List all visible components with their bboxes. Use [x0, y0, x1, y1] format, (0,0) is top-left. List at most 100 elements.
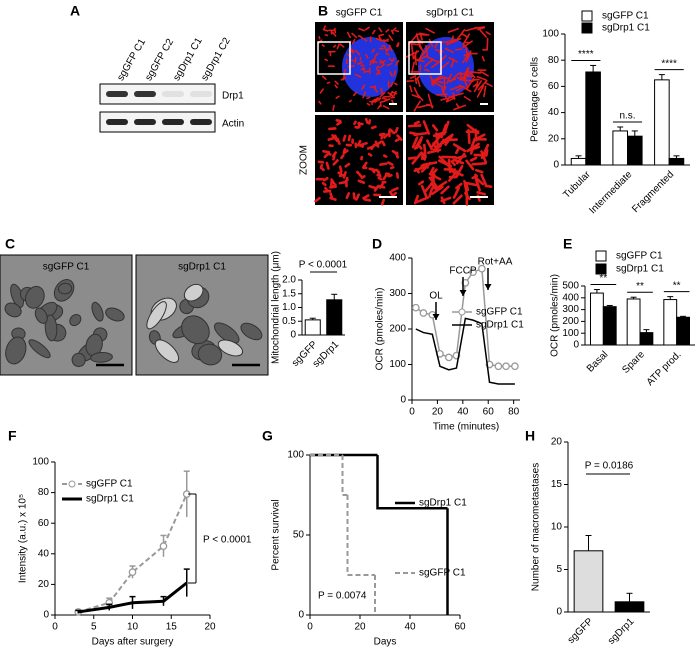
- series-line: [415, 317, 515, 385]
- mitochondrion: [455, 182, 463, 190]
- mitochondrion: [322, 149, 331, 154]
- x-axis-label: Time (minutes): [433, 422, 499, 433]
- survival-step: [341, 455, 348, 496]
- mitochondrion: [437, 180, 448, 189]
- mitochondrion: [431, 168, 438, 175]
- mitochondrion: [425, 139, 434, 151]
- blot-band: [106, 91, 128, 97]
- y-tick-label: 0: [556, 607, 562, 618]
- mitochondrion: [417, 143, 423, 150]
- mitochondrion: [370, 125, 377, 130]
- bar: [573, 550, 604, 613]
- bar: [676, 316, 691, 346]
- mitochondrion: [480, 71, 489, 77]
- x-tick-label: 5: [91, 622, 97, 633]
- survival-step: [346, 495, 375, 576]
- mitochondrion: [387, 173, 393, 178]
- mitochondrion: [213, 322, 240, 344]
- annotation: P < 0.0001: [299, 260, 348, 271]
- lane-label: sgDrp1 C2: [199, 36, 233, 83]
- mitochondrion: [446, 73, 452, 84]
- mitochondrion: [360, 66, 365, 71]
- y-tick-label: 300: [389, 288, 406, 299]
- mitochondrion: [314, 196, 321, 203]
- mitochondrion: [353, 120, 357, 126]
- mitochondrion: [217, 339, 244, 357]
- marker: [419, 309, 428, 317]
- mitochondrion: [388, 128, 396, 135]
- y-axis-label: Mitochondrial length (μm): [271, 251, 282, 364]
- mitochondrion: [484, 81, 493, 87]
- mitochondrion: [395, 59, 400, 66]
- y-tick-label: 0: [298, 610, 304, 621]
- mitochondrion: [340, 154, 345, 160]
- mitochondrion: [183, 283, 204, 302]
- x-axis-label: Days: [374, 637, 397, 648]
- mitochondrion: [480, 173, 488, 187]
- mitochondrion: [409, 131, 419, 136]
- mitochondrion: [105, 307, 125, 322]
- mitochondrion: [379, 91, 386, 98]
- mitochondrion: [477, 79, 488, 91]
- bar: [590, 292, 604, 346]
- y-tick-label: 400: [389, 253, 406, 264]
- mitochondrion: [334, 80, 339, 85]
- mitochondrion: [363, 38, 368, 42]
- mitochondrion: [57, 282, 73, 295]
- mitochondrion: [354, 56, 357, 64]
- mitochondrion: [380, 87, 384, 95]
- x-tick-label: 0: [307, 622, 313, 633]
- mitochondrion: [455, 48, 463, 51]
- mitochondrion: [449, 85, 461, 91]
- mitochondrion: [465, 184, 470, 192]
- mitochondrion: [480, 150, 488, 164]
- zoom-box: [408, 41, 442, 75]
- mitochondrion: [317, 160, 325, 164]
- mitochondrion: [388, 44, 393, 52]
- mitochondrion: [466, 77, 475, 90]
- mitochondrion: [409, 42, 420, 46]
- series-line: [78, 581, 188, 614]
- y-tick-label: 1.5: [282, 288, 296, 299]
- mitochondrion: [394, 126, 399, 134]
- mitochondrion: [357, 61, 363, 65]
- mitochondrion: [376, 172, 381, 177]
- bar: [627, 135, 643, 166]
- bar: [668, 157, 685, 166]
- series-line: [77, 493, 188, 613]
- mitochondrion: [321, 44, 325, 48]
- marker: [478, 264, 486, 273]
- mitochondrion: [456, 76, 467, 80]
- bar: [326, 299, 343, 336]
- y-tick-label: 300: [562, 304, 579, 315]
- bar: [654, 79, 670, 166]
- mitochondrion: [379, 63, 386, 69]
- mitochondrion: [388, 57, 394, 62]
- mitochondrion: [373, 99, 378, 103]
- mitochondrion: [437, 54, 447, 64]
- mitochondrion: [431, 185, 444, 196]
- y-tick-label: 2.0: [282, 275, 296, 286]
- mitochondrion: [393, 90, 397, 97]
- y-tick-label: 500: [562, 281, 579, 292]
- mitochondrion: [420, 34, 423, 41]
- mitochondrion: [434, 42, 439, 49]
- mitochondrion: [455, 152, 466, 165]
- mitochondrion: [351, 32, 358, 39]
- mitochondrion: [413, 87, 420, 99]
- marker: [461, 278, 470, 287]
- blot-band: [190, 119, 212, 125]
- mitochondrion: [428, 187, 434, 198]
- mitochondrion: [396, 134, 403, 141]
- mitochondrion: [413, 100, 421, 112]
- mitochondrion: [363, 70, 369, 73]
- mitochondrion: [475, 181, 481, 192]
- mitochondrion: [466, 142, 480, 153]
- y-tick-label: 100: [32, 457, 49, 468]
- mitochondrion: [428, 172, 442, 181]
- mitochondrion: [389, 71, 393, 77]
- mitochondrion: [422, 161, 438, 167]
- mitochondrion: [34, 307, 48, 324]
- x-tick-label: 15: [166, 622, 178, 633]
